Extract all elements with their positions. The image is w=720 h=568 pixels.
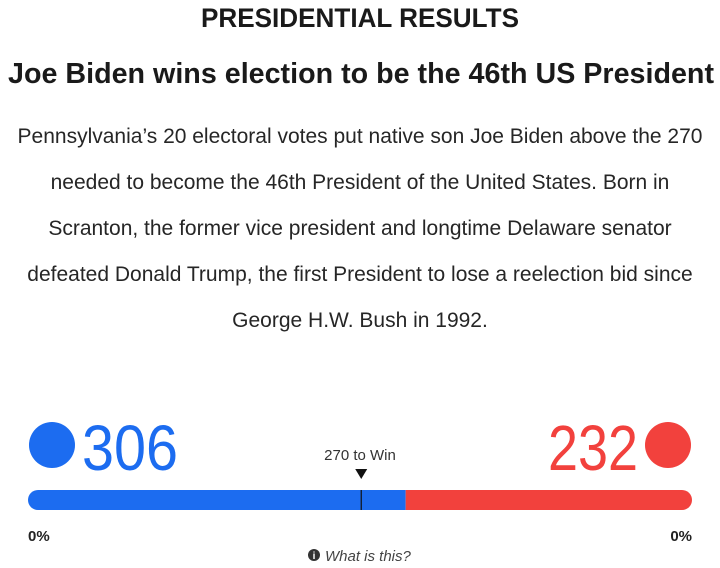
info-glyph: i (313, 551, 316, 562)
left-bar (28, 490, 406, 510)
right-dot (645, 422, 691, 468)
right-percent: 0% (670, 528, 692, 545)
summary: Pennsylvania’s 20 electoral votes put na… (17, 125, 703, 332)
left-count: 306 (82, 412, 178, 484)
left-dot (29, 422, 75, 468)
right-bar (405, 490, 692, 510)
info-icon[interactable] (308, 549, 320, 561)
kicker: PRESIDENTIAL RESULTS (201, 3, 519, 33)
threshold-arrow (355, 469, 368, 479)
threshold-label: 270 to Win (324, 447, 396, 464)
left-percent: 0% (28, 528, 50, 545)
info-link[interactable]: What is this? (325, 548, 412, 565)
headline: Joe Biden wins election to be the 46th U… (8, 58, 714, 90)
right-count: 232 (548, 412, 638, 484)
